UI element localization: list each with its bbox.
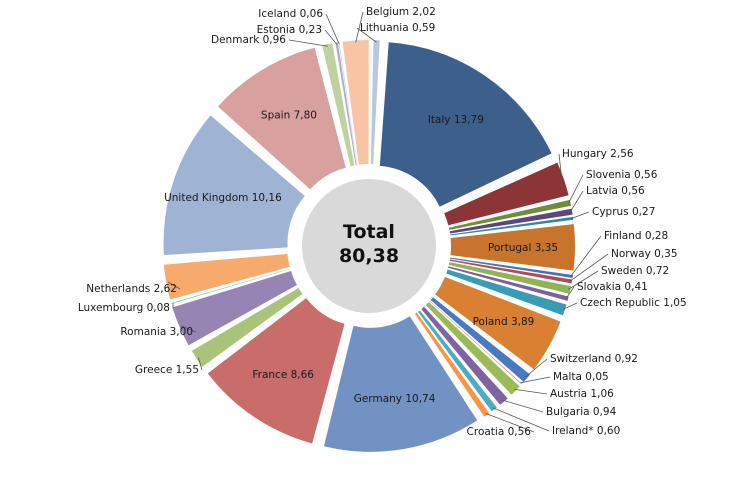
- leader-line: [569, 190, 584, 213]
- center-total-value: 80,38: [339, 245, 399, 267]
- leader-line: [568, 270, 599, 290]
- pie-slice-greece: [191, 288, 303, 367]
- leader-line: [485, 412, 535, 433]
- slice-label-sweden: Sweden 0,72: [601, 265, 669, 277]
- slice-label-norway: Norway 0,35: [611, 248, 678, 260]
- slice-label-ireland-: Ireland* 0,60: [552, 425, 620, 437]
- slice-label-estonia: Estonia 0,23: [257, 24, 322, 36]
- pie-slice-belgium: [342, 40, 369, 165]
- leader-line: [325, 13, 340, 45]
- pie-slice-austria: [425, 302, 520, 395]
- slice-label-spain: Spain 7,80: [261, 109, 317, 121]
- leader-line: [569, 253, 609, 282]
- pie-slice-norway: [449, 259, 573, 284]
- pie-slice-netherlands: [163, 253, 290, 300]
- slice-label-slovenia: Slovenia 0,56: [586, 169, 658, 181]
- pie-slices: [163, 40, 575, 452]
- slice-label-switzerland: Switzerland 0,92: [550, 353, 638, 365]
- leader-line: [525, 358, 548, 378]
- leader-line: [565, 286, 575, 299]
- pie-slice-hungary: [444, 162, 569, 226]
- slice-label-austria: Austria 1,06: [550, 388, 614, 400]
- leader-line: [514, 388, 548, 395]
- pie-slice-united-kingdom: [163, 115, 305, 256]
- pie-slice-sweden: [448, 262, 572, 294]
- pie-slice-spain: [217, 47, 346, 190]
- pie-slice-italy: [379, 42, 552, 207]
- pie-slice-slovenia: [448, 199, 572, 230]
- leader-line: [558, 153, 563, 180]
- pie-slice-iceland: [338, 42, 358, 165]
- slice-label-italy: Italy 13,79: [428, 114, 484, 126]
- pie-slice-ireland-: [417, 310, 497, 412]
- pie-slice-portugal: [450, 224, 575, 271]
- leader-line: [568, 174, 584, 204]
- leader-line: [502, 399, 544, 413]
- pie-slice-romania: [172, 271, 297, 346]
- slice-label-cyprus: Cyprus 0,27: [592, 206, 655, 218]
- leader-line: [324, 29, 338, 45]
- slice-label-france: France 8,66: [252, 369, 314, 381]
- pie-slice-latvia: [449, 208, 573, 234]
- slice-label-united-kingdom: United Kingdom 10,16: [164, 192, 282, 204]
- slice-labels: Italy 13,79 Hungary 2,56 Slovenia 0,56 Latv…: [78, 6, 687, 438]
- pie-slice-bulgaria: [421, 306, 508, 405]
- pie-slice-switzerland: [430, 297, 531, 383]
- pie-slice-france: [207, 298, 345, 444]
- slice-label-slovakia: Slovakia 0,41: [577, 281, 648, 293]
- leader-line: [181, 325, 197, 333]
- slice-label-croatia: Croatia 0,56: [467, 426, 532, 438]
- slice-label-belgium: Belgium 2,02: [366, 6, 436, 18]
- slice-label-finland: Finland 0,28: [604, 230, 668, 242]
- pie-slice-germany: [323, 316, 478, 452]
- slice-label-latvia: Latvia 0,56: [586, 185, 645, 197]
- pie-slice-slovakia: [448, 266, 569, 301]
- slice-label-netherlands: Netherlands 2,62: [86, 283, 177, 295]
- pie-slice-finland: [450, 257, 573, 278]
- slice-label-bulgaria: Bulgaria 0,94: [546, 406, 617, 418]
- slice-label-malta: Malta 0,05: [553, 371, 609, 383]
- slice-label-lithuania: Lithuania 0,59: [360, 22, 435, 34]
- pie-slice-lithuania: [370, 40, 380, 165]
- slice-label-hungary: Hungary 2,56: [562, 148, 634, 160]
- pie-slice-cyprus: [450, 216, 574, 236]
- slice-label-czech-republic: Czech Republic 1,05: [580, 297, 687, 309]
- center-circle: [302, 179, 436, 313]
- pie-slice-luxembourg: [171, 268, 291, 304]
- pie-slice-croatia: [414, 312, 490, 417]
- leader-line: [570, 235, 602, 277]
- leader-line: [355, 11, 364, 43]
- leader-line: [356, 27, 377, 43]
- pie-slice-malta: [429, 300, 522, 385]
- pie-slice-denmark: [322, 43, 355, 167]
- slice-label-luxembourg: Luxembourg 0,08: [78, 302, 170, 314]
- center-total-label: Total: [343, 221, 395, 243]
- slice-label-greece: Greece 1,55: [135, 364, 199, 376]
- leader-line: [520, 376, 551, 384]
- pie-slice-czech-republic: [446, 269, 567, 316]
- leader-line: [571, 211, 590, 219]
- leader-line: [167, 281, 181, 290]
- leader-line: [562, 302, 578, 310]
- slice-label-germany: Germany 10,74: [354, 393, 436, 405]
- pie-slice-poland: [435, 276, 561, 370]
- slice-label-denmark: Denmark 0,96: [211, 34, 286, 46]
- slice-label-iceland: Iceland 0,06: [258, 8, 323, 20]
- leader-line: [288, 39, 328, 47]
- leader-line: [492, 407, 550, 432]
- slice-label-romania: Romania 3,00: [120, 326, 193, 338]
- leader-line: [198, 357, 203, 371]
- slice-label-portugal: Portugal 3,35: [488, 242, 558, 254]
- slice-label-poland: Poland 3,89: [473, 316, 535, 328]
- pie-slice-estonia: [335, 42, 357, 166]
